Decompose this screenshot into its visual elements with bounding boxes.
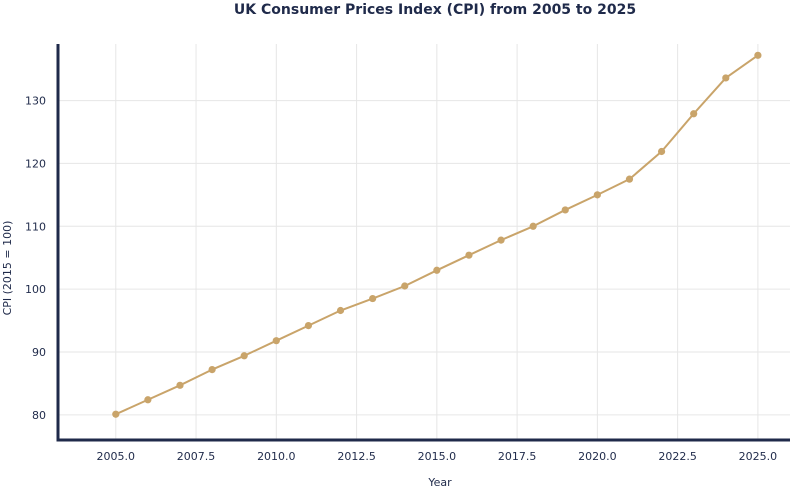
- series-layer: [112, 51, 762, 418]
- x-tick-label: 2007.5: [177, 450, 216, 463]
- cpi-data-point[interactable]: [722, 74, 730, 82]
- x-tick-label: 2022.5: [658, 450, 697, 463]
- cpi-data-point[interactable]: [401, 282, 409, 290]
- cpi-data-point[interactable]: [690, 110, 698, 118]
- x-tick-label: 2010.0: [257, 450, 296, 463]
- chart-title: UK Consumer Prices Index (CPI) from 2005…: [234, 2, 636, 18]
- cpi-data-point[interactable]: [497, 236, 505, 244]
- y-tick-label: 110: [25, 220, 46, 233]
- y-tick-label: 90: [32, 346, 46, 359]
- y-tick-label: 130: [25, 95, 46, 108]
- cpi-data-point[interactable]: [144, 396, 152, 404]
- grid-lines: [58, 44, 790, 440]
- cpi-data-point[interactable]: [433, 266, 441, 274]
- cpi-data-point[interactable]: [272, 337, 280, 345]
- y-tick-label: 80: [32, 409, 46, 422]
- x-tick-label: 2012.5: [337, 450, 376, 463]
- x-tick-label: 2015.0: [418, 450, 457, 463]
- tick-labels: 2005.0 2007.5 2010.0 2012.5 2015.0 2017.5 2020…: [25, 95, 777, 463]
- y-axis-label: CPI (2015 = 100): [1, 221, 14, 316]
- cpi-data-point[interactable]: [754, 51, 762, 59]
- x-tick-label: 2020.0: [578, 450, 617, 463]
- cpi-data-point[interactable]: [176, 381, 184, 389]
- cpi-data-point[interactable]: [625, 175, 634, 183]
- cpi-data-point[interactable]: [561, 206, 569, 214]
- x-axis-label: Year: [427, 476, 452, 489]
- cpi-data-point[interactable]: [336, 306, 345, 315]
- cpi-data-point[interactable]: [208, 366, 216, 374]
- cpi-data-point[interactable]: [112, 410, 120, 418]
- cpi-data-point[interactable]: [240, 352, 248, 360]
- cpi-data-point[interactable]: [593, 191, 601, 199]
- y-tick-label: 120: [25, 157, 46, 170]
- cpi-data-point[interactable]: [304, 322, 313, 330]
- cpi-data-point[interactable]: [369, 294, 377, 303]
- x-tick-label: 2025.0: [739, 450, 778, 463]
- y-tick-label: 100: [25, 283, 46, 296]
- x-tick-label: 2005.0: [97, 450, 136, 463]
- axes: [56, 44, 790, 442]
- cpi-data-point[interactable]: [657, 147, 666, 156]
- x-tick-label: 2017.5: [498, 450, 537, 463]
- cpi-data-point[interactable]: [529, 222, 537, 230]
- cpi-data-point[interactable]: [465, 251, 473, 259]
